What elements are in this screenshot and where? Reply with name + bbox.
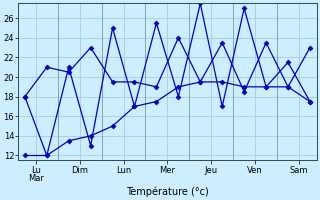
X-axis label: Température (°c): Température (°c) — [126, 186, 209, 197]
